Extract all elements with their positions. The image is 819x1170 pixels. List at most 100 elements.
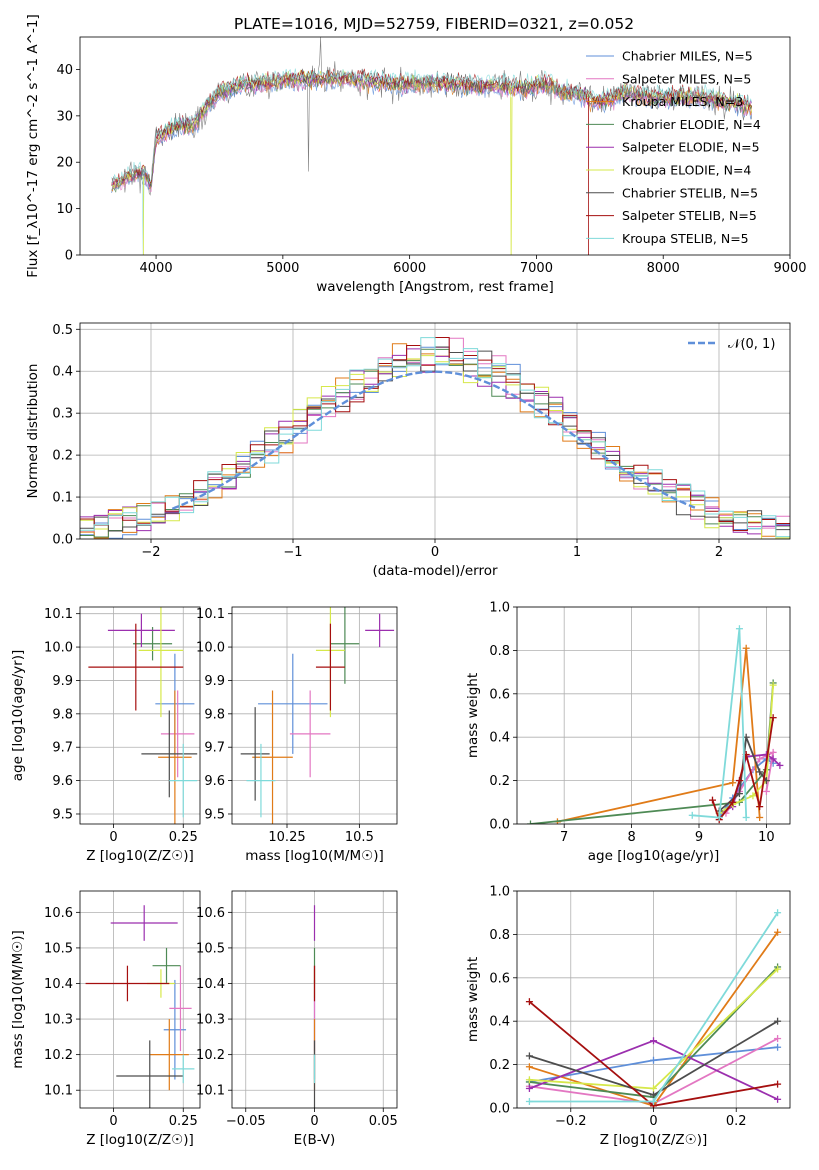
x-tick-label: 0 — [431, 545, 439, 560]
y-tick-label: 10.3 — [196, 1013, 225, 1028]
y-axis-label: age [log10(age/yr)] — [10, 650, 26, 782]
y-tick-label: 20 — [56, 156, 73, 171]
y-tick-label: 10.1 — [44, 607, 73, 622]
age-vs-Z-panel: 0 0.25 9.5 9.6 9.7 9.8 9.9 10.0 10.1 Z [log10(Z/Z… — [10, 606, 201, 864]
y-tick-label: 9.5 — [204, 807, 225, 822]
x-tick-label: −0.2 — [555, 1114, 587, 1129]
y-axis-label: mass weight — [465, 957, 481, 1042]
legend-label: Salpeter ELODIE, N=5 — [622, 140, 760, 155]
y-tick-label: 10.2 — [44, 1048, 73, 1063]
x-tick-label: 8000 — [647, 261, 680, 276]
y-tick-label: 9.9 — [204, 674, 225, 689]
legend-label: Kroupa STELIB, N=5 — [622, 231, 749, 246]
residuals-marks — [80, 337, 790, 539]
y-tick-label: 0.3 — [52, 407, 73, 422]
spectrum-marks — [111, 37, 752, 255]
x-tick-label: 7000 — [520, 261, 553, 276]
legend-label: Chabrier STELIB, N=5 — [622, 185, 758, 200]
y-tick-label: 10.0 — [44, 641, 73, 656]
y-tick-label: 10 — [56, 202, 73, 217]
y-tick-label: 0.0 — [489, 818, 510, 833]
y-tick-label: 10.1 — [196, 1084, 225, 1099]
x-tick-label: −0.05 — [226, 1114, 266, 1129]
y-tick-label: 9.5 — [52, 807, 73, 822]
y-tick-label: 10.6 — [44, 906, 73, 921]
y-tick-label: 0.6 — [489, 971, 510, 986]
x-tick-label: 0 — [109, 830, 117, 845]
weight-vs-age-marks — [526, 625, 784, 824]
x-tick-label: 8 — [627, 830, 635, 845]
legend-label: Salpeter STELIB, N=5 — [622, 208, 757, 223]
x-tick-label: 6000 — [393, 261, 426, 276]
figure-title: PLATE=1016, MJD=52759, FIBERID=0321, z=0… — [234, 15, 634, 33]
residual-histogram — [80, 337, 790, 538]
y-tick-label: 10.4 — [196, 977, 225, 992]
x-tick-label: 10.5 — [345, 830, 374, 845]
weight-vs-Z-marks — [525, 909, 782, 1108]
weight-vs-age-panel: 7 8 9 10 0.0 0.2 0.4 0.6 0.8 1.0 age [log10(age/yr… — [465, 601, 791, 864]
x-tick-label: 4000 — [140, 261, 173, 276]
normal-curve — [171, 370, 696, 510]
y-axis-label: mass weight — [465, 673, 481, 758]
y-axis-label: mass [log10(M/M☉)] — [10, 930, 26, 1069]
legend-label: Salpeter MILES, N=5 — [622, 71, 751, 86]
y-tick-label: 10.5 — [196, 941, 225, 956]
y-tick-label: 10.3 — [44, 1013, 73, 1028]
age-vs-mass-marks — [240, 607, 395, 824]
mass-vs-ebv-panel: −0.05 0 0.05 10.1 10.2 10.3 10.4 10.5 10.6 E(B-V) — [196, 890, 398, 1148]
x-axis-label: Z [log10(Z/Z☉)] — [86, 1132, 194, 1148]
x-axis-label: Z [log10(Z/Z☉)] — [600, 1132, 708, 1148]
y-tick-label: 0.2 — [489, 1058, 510, 1073]
axes-frame — [79, 890, 201, 1109]
x-tick-label: 7 — [560, 830, 568, 845]
y-tick-label: 0.4 — [489, 1015, 510, 1030]
y-tick-label: 10.5 — [44, 941, 73, 956]
legend-label: Chabrier ELODIE, N=4 — [622, 117, 761, 132]
weight-line — [718, 753, 781, 814]
axes-frame — [516, 606, 791, 825]
x-tick-label: 0.05 — [369, 1114, 398, 1129]
age-vs-Z-marks — [88, 607, 198, 824]
mass-vs-Z-panel: 0 0.25 10.1 10.2 10.3 10.4 10.5 10.6 Z [log10(Z/… — [10, 890, 201, 1148]
y-tick-label: 0.0 — [52, 533, 73, 548]
y-axis-label: Flux [f_λ10^-17 erg cm^-2 s^-1 A^-1] — [25, 14, 41, 277]
x-tick-label: 2 — [715, 545, 723, 560]
legend-label: Chabrier MILES, N=5 — [622, 49, 753, 64]
y-tick-label: 0.8 — [489, 928, 510, 943]
x-tick-label: 0 — [649, 1114, 657, 1129]
y-tick-label: 1.0 — [489, 885, 510, 900]
y-tick-label: 0.4 — [489, 731, 510, 746]
y-tick-label: 9.6 — [204, 774, 225, 789]
y-tick-label: 0.6 — [489, 687, 510, 702]
x-tick-label: 10 — [758, 830, 775, 845]
x-axis-label: (data-model)/error — [372, 563, 498, 579]
residual-legend: 𝒩(0, 1) — [688, 337, 775, 352]
y-tick-label: 10.4 — [44, 977, 73, 992]
x-tick-label: −1 — [283, 545, 302, 560]
y-axis-label: Normed distribution — [25, 364, 41, 499]
y-tick-label: 0.8 — [489, 644, 510, 659]
x-tick-label: 1 — [573, 545, 581, 560]
y-tick-label: 1.0 — [489, 601, 510, 616]
x-axis-label: wavelength [Angstrom, rest frame] — [316, 279, 554, 295]
axes-frame — [79, 606, 201, 825]
mass-vs-Z-marks — [85, 905, 195, 1108]
spectrum-panel: 4000 5000 6000 7000 8000 9000 0 10 20 30 40 wavelen… — [25, 14, 807, 295]
y-tick-label: 10.0 — [196, 641, 225, 656]
y-tick-label: 0.4 — [52, 365, 73, 380]
y-tick-label: 9.7 — [52, 741, 73, 756]
x-axis-label: Z [log10(Z/Z☉)] — [86, 848, 194, 864]
y-tick-label: 10.6 — [196, 906, 225, 921]
weight-vs-Z-panel: −0.2 0 0.2 0.0 0.2 0.4 0.6 0.8 1.0 Z [log10(Z/Z☉)… — [465, 885, 791, 1148]
legend-label: Kroupa ELODIE, N=4 — [622, 163, 751, 178]
x-tick-label: 10.25 — [268, 830, 305, 845]
spectrum-model-line — [111, 68, 752, 187]
y-tick-label: 10.1 — [44, 1084, 73, 1099]
x-tick-label: 9000 — [773, 261, 806, 276]
x-tick-label: 0 — [109, 1114, 117, 1129]
legend-label: 𝒩(0, 1) — [728, 337, 775, 352]
y-tick-label: 9.7 — [204, 741, 225, 756]
x-axis-label: age [log10(age/yr)] — [588, 848, 720, 864]
x-tick-label: 5000 — [266, 261, 299, 276]
y-tick-label: 0.0 — [489, 1102, 510, 1117]
